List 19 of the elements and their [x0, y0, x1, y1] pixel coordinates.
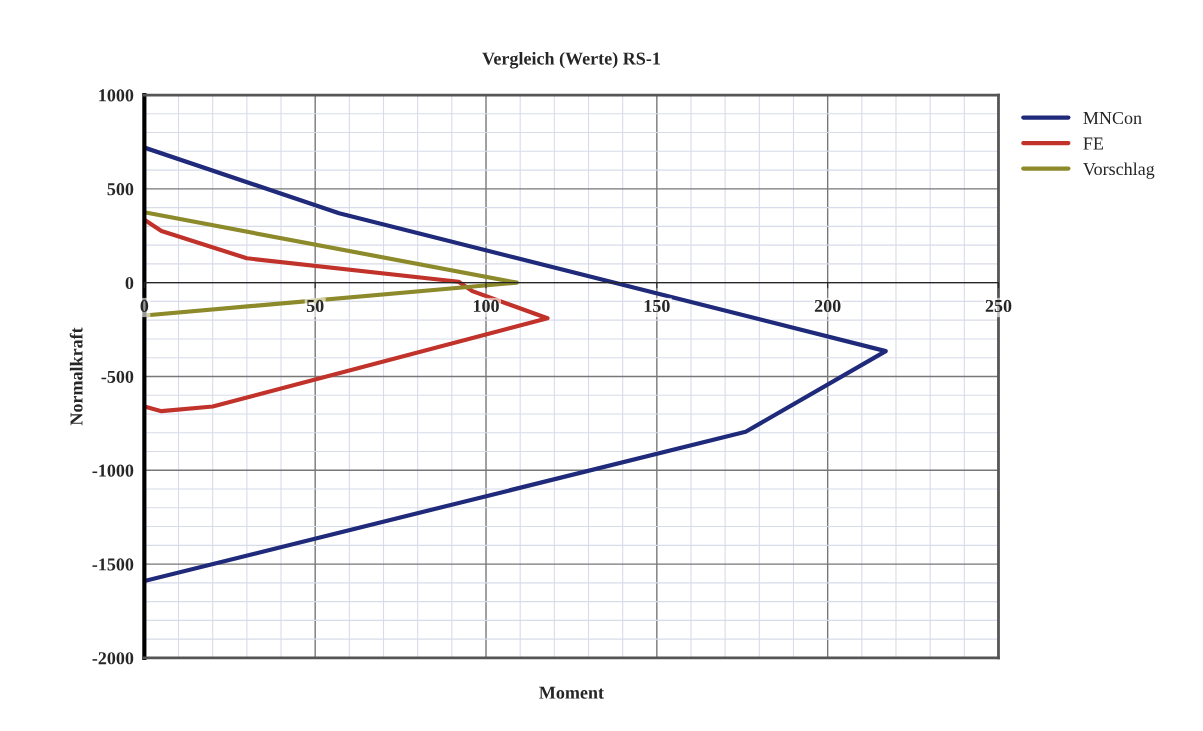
- x-axis-title: Moment: [539, 686, 604, 699]
- x-tick-label: 200: [814, 299, 841, 313]
- y-axis-title: Normalkraft: [69, 327, 83, 426]
- y-tick-label: 1000: [99, 89, 134, 102]
- y-tick-label: -2000: [92, 652, 134, 665]
- y-tick-label: -500: [101, 370, 134, 383]
- x-tick-label: 50: [306, 299, 324, 313]
- chart-title: Vergleich (Werte) RS-1: [482, 51, 660, 69]
- y-tick-label: 0: [125, 276, 134, 290]
- x-tick-label: 100: [473, 299, 499, 313]
- legend-label: FE: [1083, 137, 1104, 150]
- y-tick-label: -1000: [92, 464, 134, 477]
- x-tick-label: 250: [985, 299, 1012, 313]
- y-tick-label: 500: [107, 183, 134, 196]
- legend-label: Vorschlag: [1083, 162, 1155, 179]
- x-tick-label: 150: [644, 299, 670, 313]
- y-tick-label: -1500: [92, 558, 134, 571]
- x-tick-label: 0: [140, 299, 149, 313]
- legend-label: MNCon: [1083, 111, 1142, 125]
